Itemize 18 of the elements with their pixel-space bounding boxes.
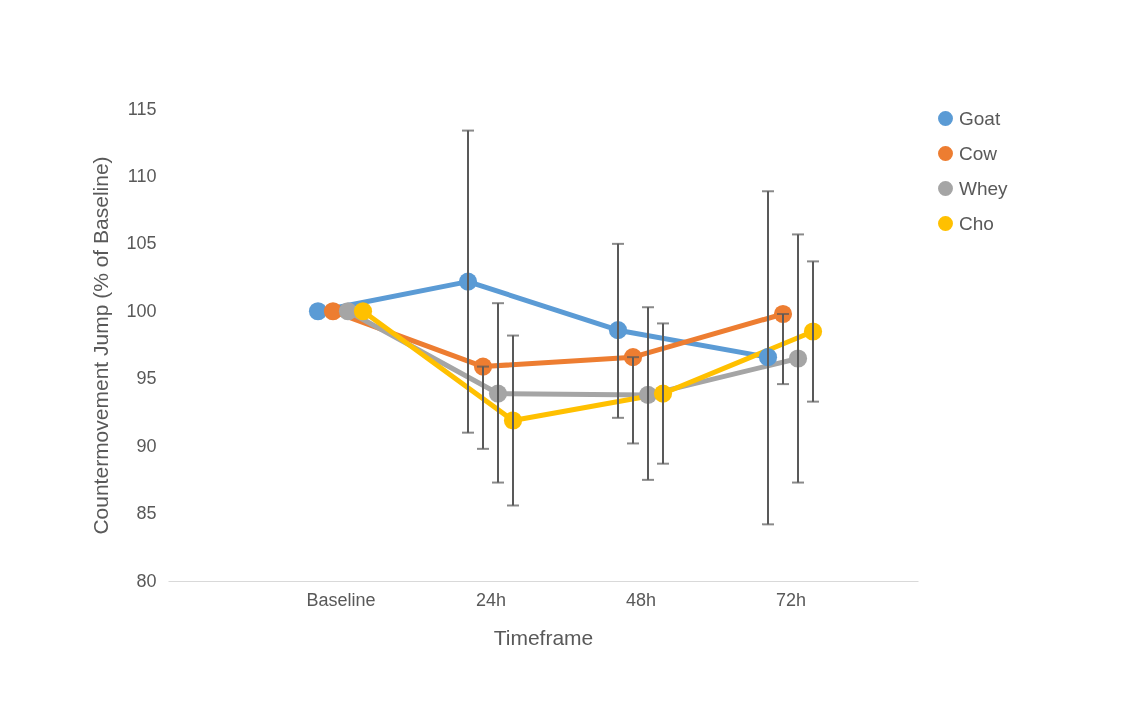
y-tick-label: 100 [126,300,157,321]
y-tick-label: 95 [136,368,157,389]
y-tick-label: 110 [127,165,157,186]
y-tick-label: 105 [126,233,157,254]
x-tick-label: Baseline [306,589,376,610]
y-tick-label: 85 [136,503,157,524]
y-tick-label: 90 [136,435,157,456]
y-axis-title: Countermovement Jump (% of Baseline) [89,156,113,535]
legend-label: Whey [959,177,1009,199]
x-tick-label: 72h [775,589,807,610]
legend-label: Goat [959,107,1001,129]
x-axis-title: Timeframe [493,625,594,649]
y-tick-label: 115 [127,98,157,119]
legend-label: Cow [959,142,998,164]
y-tick-label: 80 [136,570,157,591]
legend-label: Cho [959,212,994,234]
x-tick-label: 48h [625,589,657,610]
x-tick-label: 24h [475,589,507,610]
